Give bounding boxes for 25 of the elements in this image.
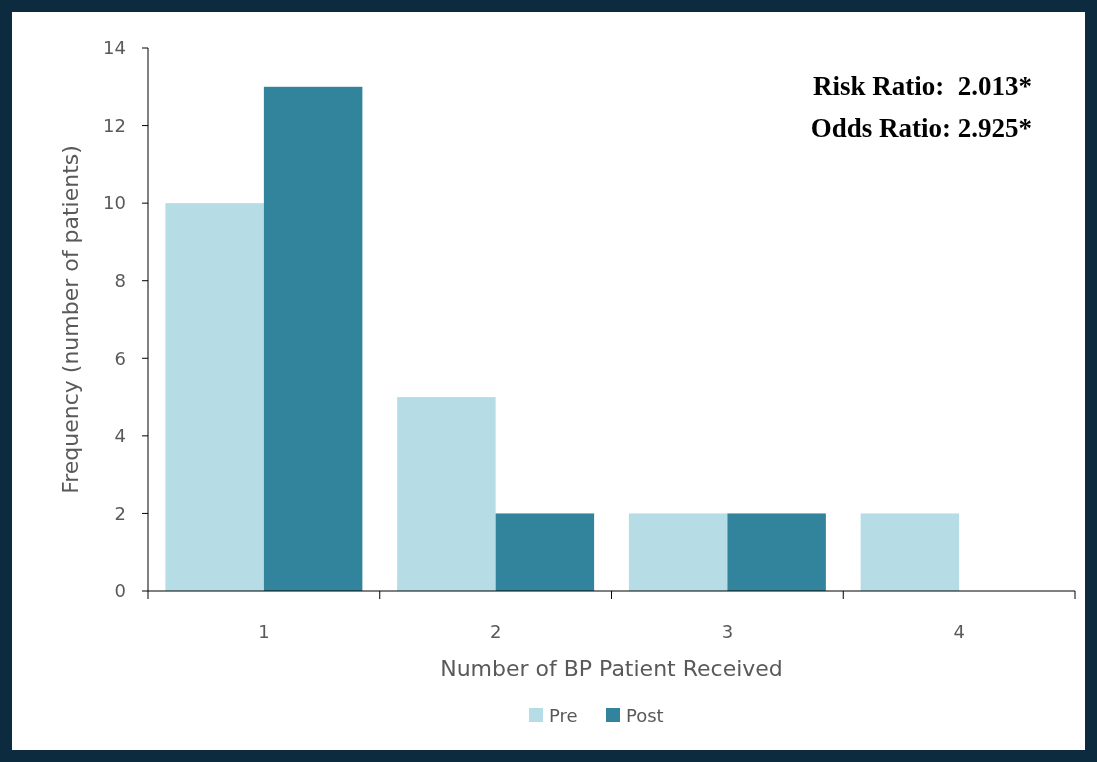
y-tick-label: 14 bbox=[103, 37, 126, 59]
x-tick-label: 1 bbox=[258, 621, 270, 642]
y-axis-title: Frequency (number of patients) bbox=[58, 145, 83, 494]
bar bbox=[495, 513, 595, 591]
y-tick-label: 8 bbox=[114, 270, 126, 292]
bar bbox=[727, 513, 826, 591]
y-tick-label: 12 bbox=[103, 114, 126, 136]
legend-label: Pre bbox=[549, 705, 578, 727]
y-tick-label: 0 bbox=[114, 580, 126, 602]
x-tick-label: 3 bbox=[721, 621, 734, 642]
legend-label: Post bbox=[626, 705, 664, 727]
bar bbox=[263, 86, 363, 591]
y-tick-label: 4 bbox=[114, 425, 126, 447]
x-tick-label: 2 bbox=[489, 621, 502, 642]
y-tick-label: 10 bbox=[103, 192, 126, 214]
bar bbox=[397, 397, 496, 591]
y-tick-label: 6 bbox=[114, 347, 126, 369]
bar bbox=[628, 513, 728, 591]
bar bbox=[165, 203, 264, 591]
bar bbox=[860, 513, 960, 591]
annotation: Odds Ratio: 2.925* bbox=[810, 113, 1032, 143]
y-tick-label: 2 bbox=[114, 502, 126, 524]
annotation: Risk Ratio: 2.013* bbox=[812, 71, 1032, 101]
x-tick-label: 4 bbox=[953, 621, 965, 642]
x-axis-title: Number of BP Patient Received bbox=[440, 656, 783, 681]
